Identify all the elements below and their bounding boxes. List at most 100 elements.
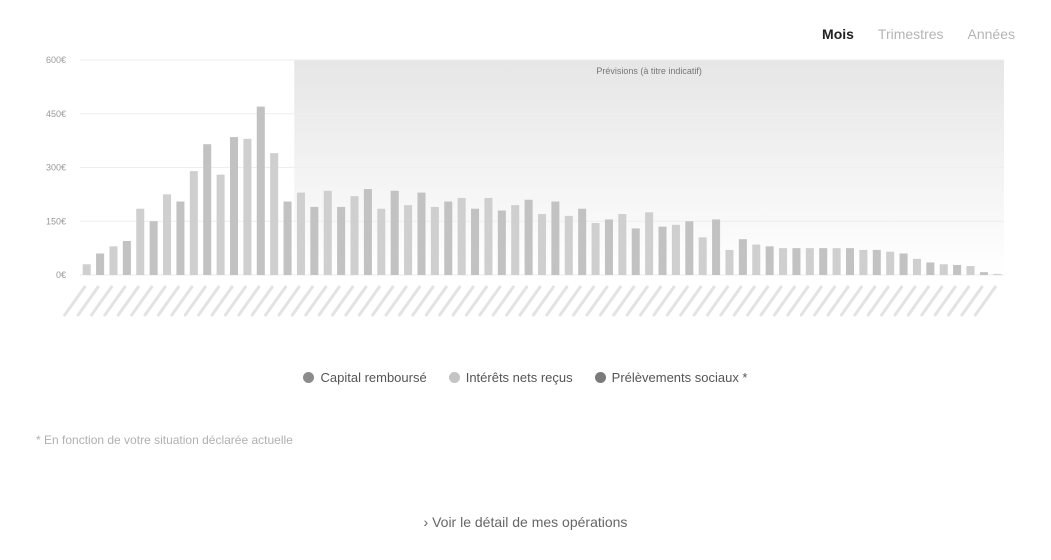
bar xyxy=(497,210,506,275)
bar xyxy=(591,223,600,275)
bar xyxy=(872,249,881,275)
bar xyxy=(939,264,948,275)
x-tick-label xyxy=(973,285,997,317)
legend-swatch-prelevements xyxy=(594,372,606,383)
x-tick-label xyxy=(143,285,167,317)
bar xyxy=(886,251,895,275)
legend-item-interets[interactable]: Intérêts nets reçus xyxy=(448,370,573,385)
bar xyxy=(805,248,814,275)
x-tick-label xyxy=(505,285,529,317)
bar xyxy=(189,171,198,275)
x-tick-label xyxy=(464,285,488,317)
bar xyxy=(256,106,265,275)
y-tick-label: 0€ xyxy=(56,270,66,280)
x-tick-label xyxy=(572,285,596,317)
bar xyxy=(859,249,868,275)
bar xyxy=(725,249,734,275)
bar xyxy=(430,206,439,275)
x-tick-label xyxy=(545,285,569,317)
legend-label-capital: Capital remboursé xyxy=(320,370,427,385)
tab-trimestres[interactable]: Trimestres xyxy=(877,26,944,42)
bar xyxy=(645,212,654,275)
bar xyxy=(444,201,453,275)
x-tick-label xyxy=(116,285,140,317)
x-tick-label xyxy=(397,285,421,317)
legend-item-prelevements[interactable]: Prélèvements sociaux * xyxy=(594,370,748,385)
bar xyxy=(631,228,640,275)
x-tick-label xyxy=(317,285,341,317)
legend-swatch-interets xyxy=(448,372,460,383)
bar xyxy=(203,144,212,275)
bar xyxy=(658,226,667,275)
x-tick-label xyxy=(223,285,247,317)
x-tick-label xyxy=(250,285,274,317)
bar xyxy=(363,189,372,275)
bar xyxy=(457,197,466,275)
x-tick-label xyxy=(558,285,582,317)
bar xyxy=(82,264,91,275)
bar xyxy=(511,205,520,275)
bar xyxy=(792,248,801,275)
bar xyxy=(484,197,493,275)
x-tick-label xyxy=(156,285,180,317)
detail-operations-link[interactable]: › Voir le détail de mes opérations xyxy=(423,514,628,530)
bar xyxy=(243,138,252,275)
bar xyxy=(136,208,145,275)
bar xyxy=(752,244,761,275)
x-tick-label xyxy=(277,285,301,317)
tab-annees[interactable]: Années xyxy=(967,26,1015,42)
bar xyxy=(819,248,828,275)
x-tick-label xyxy=(826,285,850,317)
bar xyxy=(377,208,386,275)
bar xyxy=(404,205,413,275)
bar xyxy=(738,239,747,275)
x-tick-label xyxy=(639,285,663,317)
x-tick-label xyxy=(76,285,100,317)
x-tick-label xyxy=(478,285,502,317)
x-tick-label xyxy=(411,285,435,317)
x-tick-label xyxy=(652,285,676,317)
bar xyxy=(471,208,480,275)
x-tick-label xyxy=(451,285,475,317)
bar xyxy=(122,240,131,275)
bar xyxy=(604,219,613,275)
x-tick-label xyxy=(679,285,703,317)
footnote: * En fonction de votre situation déclaré… xyxy=(36,433,293,447)
bar xyxy=(296,192,305,275)
x-tick-label xyxy=(183,285,207,317)
x-tick-label xyxy=(357,285,381,317)
x-tick-label xyxy=(89,285,113,317)
x-tick-label xyxy=(772,285,796,317)
x-tick-label xyxy=(880,285,904,317)
bar xyxy=(96,253,105,275)
legend-item-capital[interactable]: Capital remboursé xyxy=(303,370,427,385)
tab-mois[interactable]: Mois xyxy=(822,26,854,42)
chart-legend: Capital remboursé Intérêts nets reçus Pr… xyxy=(0,370,1051,385)
bar xyxy=(912,258,921,275)
x-tick-label xyxy=(518,285,542,317)
y-tick-label: 300€ xyxy=(46,163,66,173)
bar xyxy=(685,221,694,275)
bar xyxy=(350,196,359,275)
x-tick-label xyxy=(304,285,328,317)
bar xyxy=(229,137,239,275)
x-tick-label xyxy=(210,285,234,317)
x-tick-label xyxy=(63,285,87,317)
x-tick-label xyxy=(732,285,756,317)
x-tick-label xyxy=(906,285,930,317)
x-tick-label xyxy=(813,285,837,317)
x-tick-label xyxy=(786,285,810,317)
forecast-label: Prévisions (à titre indicatif) xyxy=(596,66,702,76)
x-tick-label xyxy=(625,285,649,317)
x-tick-label xyxy=(665,285,689,317)
bar xyxy=(966,266,975,275)
bar xyxy=(310,206,319,275)
bar xyxy=(993,273,1002,275)
x-tick-label xyxy=(920,285,944,317)
y-tick-label: 150€ xyxy=(46,216,66,226)
bar xyxy=(270,153,279,275)
x-tick-label xyxy=(130,285,154,317)
x-tick-label xyxy=(384,285,408,317)
x-tick-label xyxy=(947,285,971,317)
x-tick-label xyxy=(799,285,823,317)
